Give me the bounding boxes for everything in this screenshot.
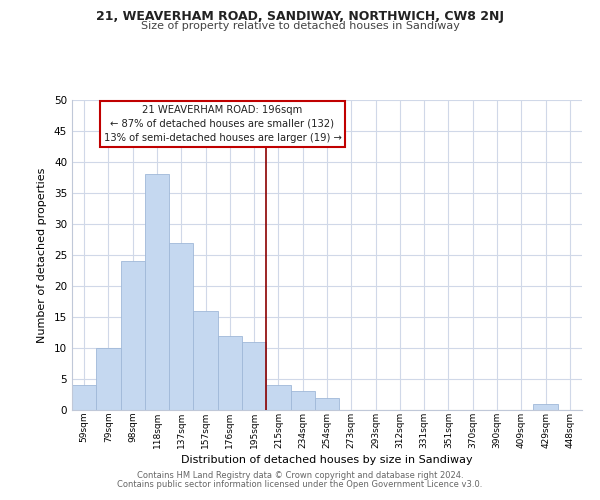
Bar [315,398,339,410]
Bar [193,311,218,410]
Text: Contains public sector information licensed under the Open Government Licence v3: Contains public sector information licen… [118,480,482,489]
X-axis label: Distribution of detached houses by size in Sandiway: Distribution of detached houses by size … [181,454,473,464]
Bar [218,336,242,410]
Text: Contains HM Land Registry data © Crown copyright and database right 2024.: Contains HM Land Registry data © Crown c… [137,471,463,480]
Bar [121,261,145,410]
Y-axis label: Number of detached properties: Number of detached properties [37,168,47,342]
Bar [145,174,169,410]
Bar [169,242,193,410]
Bar [96,348,121,410]
Text: Size of property relative to detached houses in Sandiway: Size of property relative to detached ho… [140,21,460,31]
Bar [242,342,266,410]
Bar [290,392,315,410]
Text: 21 WEAVERHAM ROAD: 196sqm
← 87% of detached houses are smaller (132)
13% of semi: 21 WEAVERHAM ROAD: 196sqm ← 87% of detac… [104,104,341,142]
Bar [266,385,290,410]
Bar [533,404,558,410]
Text: 21, WEAVERHAM ROAD, SANDIWAY, NORTHWICH, CW8 2NJ: 21, WEAVERHAM ROAD, SANDIWAY, NORTHWICH,… [96,10,504,23]
Bar [72,385,96,410]
